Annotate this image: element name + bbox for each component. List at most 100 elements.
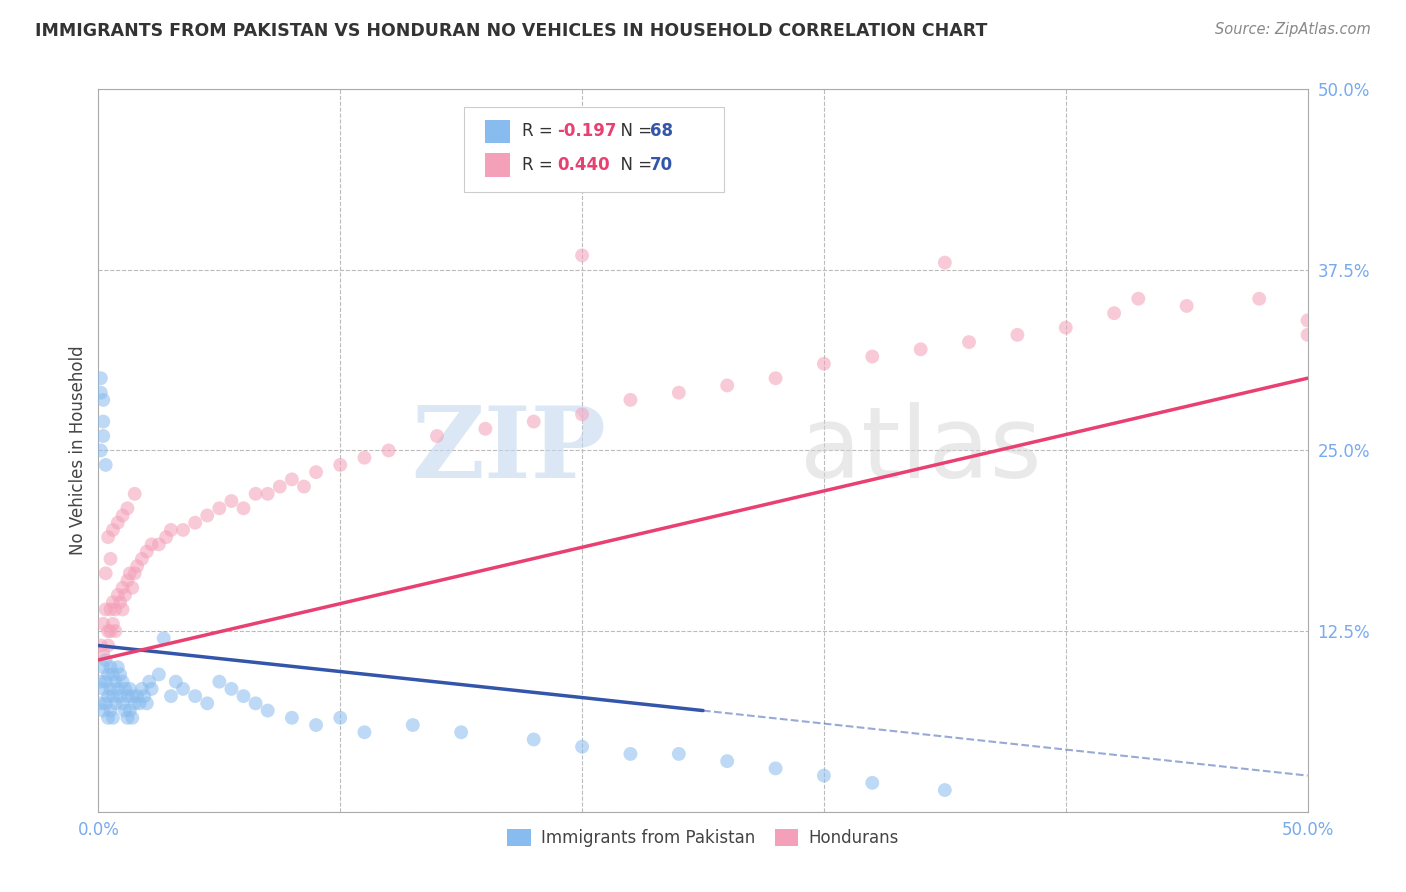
- Point: [94, 696, 117, 710]
- Point: [90, 696, 112, 710]
- Point: [131, 681, 153, 696]
- Point: [305, 718, 328, 732]
- Point: [100, 681, 122, 696]
- Point: [910, 343, 932, 357]
- Point: [108, 595, 131, 609]
- Point: [281, 711, 304, 725]
- Point: [1249, 292, 1271, 306]
- Point: [1296, 313, 1319, 327]
- Point: [765, 371, 787, 385]
- Point: [108, 667, 131, 681]
- Point: [101, 711, 124, 725]
- Point: [523, 415, 546, 429]
- Point: [90, 385, 112, 400]
- Point: [1007, 327, 1029, 342]
- Point: [117, 689, 139, 703]
- Point: [172, 681, 194, 696]
- Point: [1102, 306, 1125, 320]
- Point: [426, 429, 449, 443]
- Point: [117, 501, 139, 516]
- Point: [104, 696, 127, 710]
- Point: [107, 516, 129, 530]
- Point: [716, 378, 738, 392]
- Point: [111, 674, 134, 689]
- Point: [1128, 292, 1150, 306]
- Point: [91, 616, 114, 631]
- Text: 70: 70: [650, 156, 672, 174]
- Point: [184, 689, 207, 703]
- Point: [668, 385, 690, 400]
- Point: [101, 523, 124, 537]
- Point: [91, 681, 114, 696]
- Point: [114, 681, 136, 696]
- Point: [114, 588, 136, 602]
- Point: [90, 674, 112, 689]
- Point: [474, 422, 496, 436]
- Point: [121, 689, 143, 703]
- Text: -0.197: -0.197: [557, 122, 616, 140]
- Point: [148, 667, 170, 681]
- Point: [232, 689, 254, 703]
- Point: [813, 769, 835, 783]
- Point: [172, 523, 194, 537]
- Point: [571, 407, 593, 421]
- Point: [97, 530, 120, 544]
- Point: [165, 674, 187, 689]
- Point: [90, 639, 112, 653]
- Point: [329, 458, 352, 472]
- Point: [135, 696, 157, 710]
- Point: [1054, 320, 1077, 334]
- Point: [221, 494, 243, 508]
- Point: [90, 371, 112, 385]
- Text: 0.440: 0.440: [557, 156, 609, 174]
- Point: [523, 732, 546, 747]
- Point: [155, 530, 177, 544]
- Point: [97, 689, 120, 703]
- Point: [135, 544, 157, 558]
- Point: [118, 566, 141, 581]
- Point: [118, 681, 141, 696]
- Point: [97, 667, 120, 681]
- Point: [94, 653, 117, 667]
- Point: [101, 689, 124, 703]
- Point: [124, 696, 146, 710]
- Point: [114, 704, 136, 718]
- Text: Source: ZipAtlas.com: Source: ZipAtlas.com: [1215, 22, 1371, 37]
- Point: [571, 739, 593, 754]
- Point: [91, 392, 114, 407]
- Point: [305, 465, 328, 479]
- Point: [104, 602, 127, 616]
- Point: [195, 508, 218, 523]
- Point: [716, 754, 738, 768]
- Point: [100, 624, 122, 639]
- Point: [94, 674, 117, 689]
- Point: [450, 725, 472, 739]
- Point: [117, 574, 139, 588]
- Point: [127, 559, 149, 574]
- Point: [245, 487, 267, 501]
- Point: [292, 480, 315, 494]
- Legend: Immigrants from Pakistan, Hondurans: Immigrants from Pakistan, Hondurans: [501, 822, 905, 854]
- Point: [245, 696, 267, 710]
- Point: [111, 602, 134, 616]
- Text: R =: R =: [522, 156, 558, 174]
- Point: [124, 566, 146, 581]
- Point: [90, 443, 112, 458]
- Point: [353, 450, 375, 465]
- Text: N =: N =: [610, 122, 658, 140]
- Point: [104, 624, 127, 639]
- Point: [256, 704, 278, 718]
- Text: 68: 68: [650, 122, 672, 140]
- Point: [111, 581, 134, 595]
- Y-axis label: No Vehicles in Household: No Vehicles in Household: [69, 345, 87, 556]
- Point: [128, 696, 150, 710]
- Point: [195, 696, 218, 710]
- Point: [91, 415, 114, 429]
- Text: IMMIGRANTS FROM PAKISTAN VS HONDURAN NO VEHICLES IN HOUSEHOLD CORRELATION CHART: IMMIGRANTS FROM PAKISTAN VS HONDURAN NO …: [35, 22, 987, 40]
- Point: [111, 696, 134, 710]
- Point: [97, 711, 120, 725]
- Point: [353, 725, 375, 739]
- Point: [208, 501, 231, 516]
- Point: [101, 667, 124, 681]
- Point: [668, 747, 690, 761]
